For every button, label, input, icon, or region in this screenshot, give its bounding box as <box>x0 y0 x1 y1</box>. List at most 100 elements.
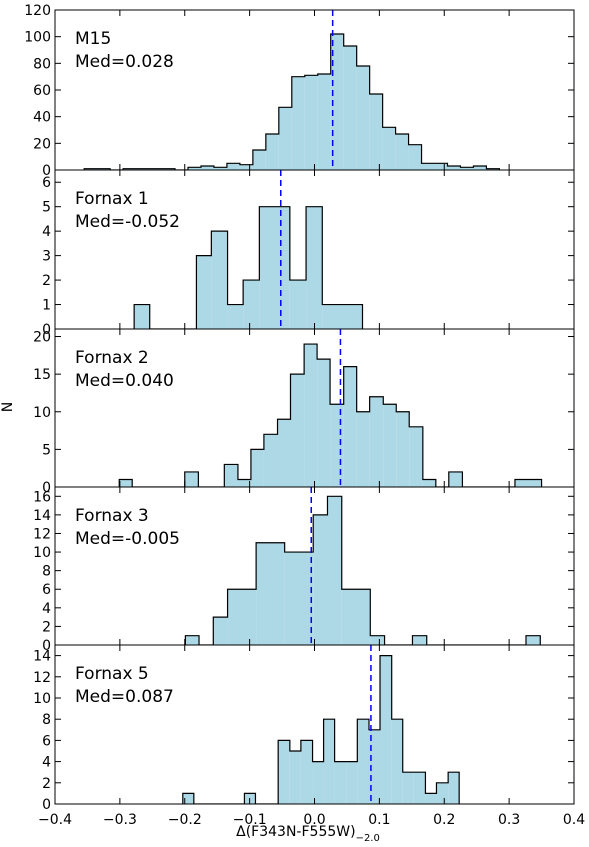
histogram-bar <box>243 280 260 329</box>
histogram-bar <box>182 793 194 804</box>
histogram-bars <box>133 206 364 329</box>
histogram-bar <box>409 426 423 487</box>
histogram-bar <box>395 134 409 170</box>
y-tick-label: 12 <box>33 526 51 542</box>
histogram-bar <box>187 167 201 170</box>
histogram-bar <box>239 164 253 170</box>
histogram-bar <box>408 144 422 170</box>
y-tick-label: 6 <box>42 582 51 598</box>
y-tick-label: 14 <box>33 508 51 524</box>
histogram-bar <box>252 150 266 170</box>
histogram-bar <box>278 107 292 170</box>
panel-title: Fornax 5 <box>75 664 149 684</box>
panel-3: 0 5 10 15 20 Fornax 2 Med=0.040 <box>33 328 575 496</box>
histogram-bar <box>290 374 305 487</box>
histogram-bar <box>327 496 342 645</box>
histogram-bar <box>356 66 370 170</box>
histogram-bar <box>447 166 461 170</box>
histogram-bar <box>259 206 290 329</box>
y-axis-label: N <box>0 402 16 412</box>
histogram-bar <box>162 168 176 170</box>
histogram-bar <box>289 280 307 329</box>
histogram-bar <box>346 761 358 804</box>
y-tick-label: 14 <box>33 649 51 665</box>
y-tick-label: 10 <box>33 405 51 421</box>
histogram-bar <box>421 163 435 170</box>
y-tick-label: 100 <box>24 30 51 46</box>
histogram-bars <box>118 343 543 487</box>
histogram-bar <box>291 76 305 170</box>
x-tick-label: −0.2 <box>168 812 202 828</box>
histogram-bar <box>284 552 314 645</box>
y-tick-label: 10 <box>33 691 51 707</box>
panel-median-label: Med=-0.005 <box>75 529 180 549</box>
y-tick-label: 2 <box>42 619 51 635</box>
histogram-bar <box>396 411 410 487</box>
x-axis-label-subscript: −2.0 <box>356 833 380 844</box>
histogram-bar <box>369 94 383 170</box>
histogram-bar <box>380 655 392 804</box>
histogram-bar <box>317 74 331 170</box>
panel-median-label: Med=-0.052 <box>75 212 180 232</box>
y-tick-label: 6 <box>42 733 51 749</box>
y-tick-label: 0 <box>42 480 51 496</box>
histogram-bar <box>84 168 98 170</box>
histogram-bar <box>391 719 403 804</box>
y-tick-label: 4 <box>42 601 51 617</box>
histogram-bar <box>425 793 437 804</box>
histogram-outline <box>184 495 541 645</box>
histogram-bar <box>402 772 414 804</box>
histogram-bar <box>136 168 150 170</box>
y-tick-label: 6 <box>42 175 51 191</box>
histogram-bar <box>256 542 285 645</box>
histogram-bar <box>317 359 331 487</box>
histogram-bar <box>213 617 228 645</box>
y-tick-label: 2 <box>42 273 51 289</box>
panel-title: Fornax 2 <box>75 348 149 368</box>
histogram-bar <box>227 304 244 329</box>
x-tick-label: −0.3 <box>103 812 137 828</box>
panel-2: 0 1 2 3 4 5 6 Fornax 1 Med=-0.052 <box>42 169 575 338</box>
histogram-bar <box>422 479 436 487</box>
x-tick-label: 0.2 <box>433 812 455 828</box>
histogram-bar <box>383 404 397 487</box>
histogram-bar <box>211 231 228 329</box>
x-tick-label: 0.4 <box>563 812 585 828</box>
y-tick-label: 5 <box>42 442 51 458</box>
x-axis-label: Δ(F343N-F555W)−2.0 <box>236 824 380 844</box>
x-tick-label: 0.3 <box>498 812 520 828</box>
histogram-bar <box>525 635 541 645</box>
histogram-bar <box>97 168 111 170</box>
histogram-bar <box>343 366 357 487</box>
histogram-bar <box>250 449 264 487</box>
panel-5: 0 2 4 6 8 10 12 14 Fornax 5 Med=0.087 <box>33 644 575 813</box>
y-tick-label: 10 <box>33 545 51 561</box>
histogram-bar <box>343 46 357 170</box>
y-tick-label: 0 <box>42 163 51 179</box>
x-tick-label: 0.1 <box>368 812 390 828</box>
y-tick-label: 3 <box>42 249 51 265</box>
histogram-bar <box>263 434 278 487</box>
histogram-bar <box>134 304 150 329</box>
y-tick-label: 60 <box>33 83 51 99</box>
y-tick-label: 120 <box>24 3 51 19</box>
y-tick-label: 80 <box>33 56 51 72</box>
histogram-bar <box>514 479 542 487</box>
panel-4: 0 2 4 6 8 10 12 14 16 Fornax 3 Med=-0.005 <box>33 486 575 654</box>
histogram-outline <box>83 33 500 170</box>
histogram-bar <box>473 166 487 170</box>
histogram-bar <box>322 304 363 329</box>
histogram-bar <box>330 34 344 170</box>
y-tick-label: 12 <box>33 670 51 686</box>
panel-title: Fornax 1 <box>75 189 149 209</box>
histogram-bar <box>123 168 137 170</box>
histogram-bar <box>323 719 335 804</box>
panel-median-label: Med=0.087 <box>75 687 174 707</box>
histogram-bar <box>313 514 328 645</box>
histogram-bars <box>182 655 460 804</box>
histogram-bar <box>184 471 199 487</box>
histogram-bar <box>370 635 385 645</box>
histogram-bar <box>448 471 463 487</box>
y-tick-label: 0 <box>42 638 51 654</box>
y-tick-label: 8 <box>42 564 51 580</box>
